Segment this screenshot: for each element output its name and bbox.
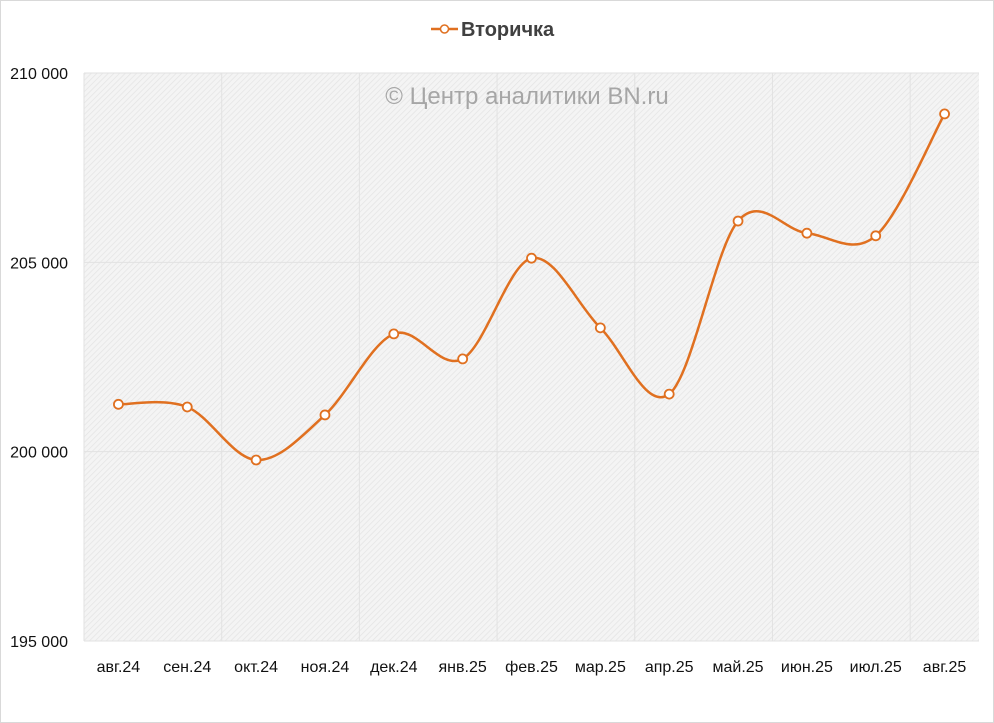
data-point-marker [113, 398, 124, 410]
legend-marker-icon [439, 24, 450, 34]
data-point-marker [594, 322, 606, 334]
y-tick-label: 210 000 [10, 66, 68, 83]
x-tick-label: окт.24 [234, 659, 278, 676]
x-tick-label: июн.25 [781, 659, 833, 676]
data-point-marker [388, 328, 400, 340]
x-tick-label: авг.24 [97, 659, 141, 676]
legend-label: Вторичка [461, 19, 555, 41]
series-markers [113, 108, 950, 466]
x-axis: авг.24 сен.24 окт.24 ноя.24 дек.24 янв.25 фев.… [97, 659, 967, 676]
data-point-marker [250, 454, 262, 466]
gridlines [83, 72, 979, 642]
data-point-marker [319, 409, 331, 421]
data-point-marker [870, 230, 882, 242]
data-point-marker [939, 108, 950, 120]
x-tick-label: мар.25 [575, 659, 626, 676]
y-tick-label: 200 000 [10, 445, 68, 462]
x-tick-label: янв.25 [439, 659, 487, 676]
plot-area [84, 73, 979, 641]
data-point-marker [732, 215, 744, 227]
x-tick-label: ноя.24 [301, 659, 350, 676]
data-point-marker [526, 252, 537, 264]
x-tick-label: май.25 [712, 659, 763, 676]
x-tick-label: авг.25 [923, 659, 967, 676]
y-tick-label: 195 000 [10, 634, 68, 651]
y-axis: 195 000 200 000 205 000 210 000 [10, 66, 68, 651]
x-tick-label: апр.25 [645, 659, 694, 676]
x-tick-label: сен.24 [163, 659, 211, 676]
data-point-marker [181, 401, 193, 413]
data-point-marker [457, 353, 469, 365]
legend: Вторичка [431, 19, 555, 41]
x-tick-label: дек.24 [370, 659, 418, 676]
x-tick-label: фев.25 [505, 659, 558, 676]
data-point-marker [801, 227, 813, 239]
y-tick-label: 205 000 [10, 255, 68, 272]
x-tick-label: июл.25 [850, 659, 902, 676]
data-point-marker [663, 388, 675, 400]
watermark: © Центр аналитики BN.ru [385, 83, 668, 110]
